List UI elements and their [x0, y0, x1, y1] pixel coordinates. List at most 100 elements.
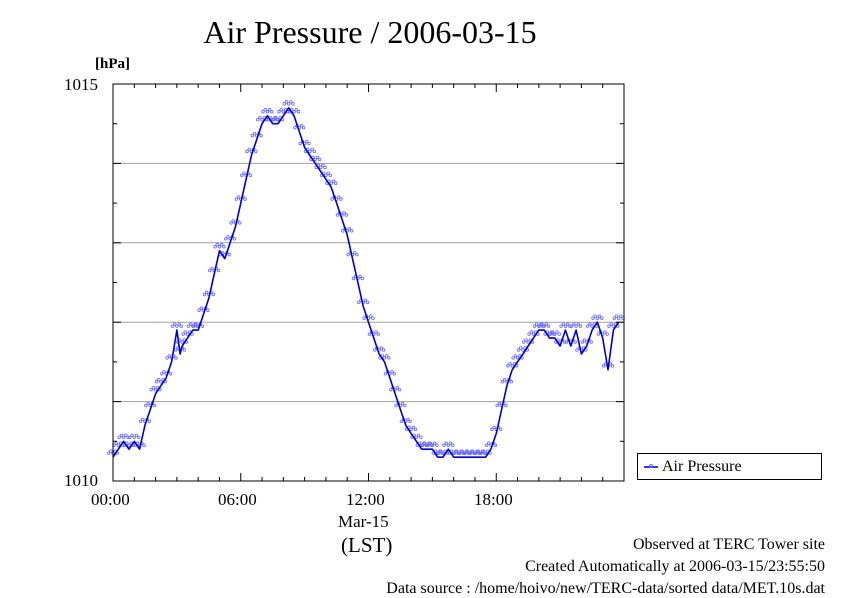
data-point	[395, 385, 400, 390]
data-point	[420, 443, 425, 447]
data-point	[317, 157, 322, 162]
data-point	[281, 110, 286, 114]
data-point	[569, 324, 574, 328]
data-point	[406, 417, 410, 422]
data-point	[510, 364, 514, 368]
data-point	[573, 340, 577, 344]
data-point	[389, 387, 393, 392]
data-point	[245, 149, 249, 154]
data-point	[239, 173, 244, 177]
data-point	[243, 197, 247, 201]
data-point	[360, 276, 364, 281]
data-point	[580, 340, 585, 344]
data-point	[390, 370, 394, 374]
data-point	[399, 419, 404, 424]
footer-observed: Observed at TERC Tower site	[632, 536, 825, 553]
data-point	[557, 332, 561, 336]
data-point	[260, 117, 264, 122]
data-point	[254, 149, 258, 154]
data-point	[267, 108, 272, 112]
data-point	[357, 300, 361, 305]
data-point	[596, 332, 601, 336]
data-point	[117, 435, 121, 439]
data-point	[292, 110, 296, 114]
data-point	[177, 322, 181, 326]
data-point	[146, 401, 150, 406]
data-point	[546, 324, 551, 328]
data-point	[282, 102, 286, 106]
data-point	[296, 110, 301, 114]
data-point	[610, 364, 615, 368]
data-point	[132, 435, 136, 439]
data-point	[371, 316, 375, 320]
data-point	[116, 443, 121, 447]
data-point	[392, 372, 396, 376]
data-point	[452, 451, 457, 455]
data-point	[284, 100, 289, 104]
data-point	[159, 380, 163, 384]
data-point	[619, 314, 623, 318]
data-point	[138, 419, 143, 424]
data-point	[582, 338, 587, 342]
data-point	[308, 149, 312, 154]
data-point	[208, 268, 212, 273]
data-point	[616, 316, 621, 320]
data-point	[259, 133, 263, 138]
data-point	[575, 348, 579, 352]
data-point	[121, 435, 126, 439]
data-point	[590, 324, 594, 328]
data-point	[182, 348, 187, 352]
data-point	[492, 425, 496, 430]
data-point	[481, 449, 486, 453]
data-point	[374, 330, 378, 334]
data-point	[527, 332, 531, 336]
data-point	[165, 356, 169, 360]
plot-frame	[112, 83, 625, 482]
data-point	[224, 237, 228, 241]
data-point	[591, 316, 595, 320]
data-point	[200, 324, 205, 328]
legend-swatch	[644, 464, 658, 468]
data-point	[261, 110, 265, 114]
data-point	[605, 332, 609, 336]
data-point	[463, 451, 467, 455]
data-point	[518, 346, 523, 350]
data-point	[238, 221, 242, 225]
data-point	[451, 443, 455, 447]
data-point	[160, 372, 164, 376]
data-point	[339, 197, 343, 201]
data-point	[152, 403, 157, 408]
data-point	[344, 213, 348, 217]
data-point	[435, 443, 439, 447]
data-point	[346, 252, 350, 257]
data-point	[413, 427, 418, 432]
data-point	[321, 163, 325, 168]
data-point	[595, 316, 600, 320]
data-point	[276, 117, 280, 122]
data-point	[335, 213, 340, 217]
data-point	[559, 324, 563, 328]
data-point	[315, 155, 320, 160]
data-point	[149, 387, 153, 392]
data-point	[540, 322, 544, 326]
data-point	[106, 451, 111, 455]
data-point	[516, 348, 521, 352]
data-point	[542, 324, 546, 328]
y-tick-label-top: 1015	[64, 75, 98, 94]
data-point	[330, 197, 334, 201]
data-point	[416, 433, 421, 437]
data-point	[232, 237, 237, 241]
data-point	[181, 332, 185, 336]
data-point	[394, 403, 398, 408]
data-point	[294, 108, 298, 112]
data-point	[172, 322, 177, 326]
data-point	[578, 324, 583, 328]
data-point	[255, 117, 260, 122]
data-point	[210, 266, 214, 271]
data-point	[318, 165, 323, 170]
data-point	[379, 346, 384, 350]
data-point	[532, 324, 537, 328]
data-point	[409, 427, 413, 432]
data-point	[614, 314, 619, 318]
data-point	[324, 173, 328, 177]
